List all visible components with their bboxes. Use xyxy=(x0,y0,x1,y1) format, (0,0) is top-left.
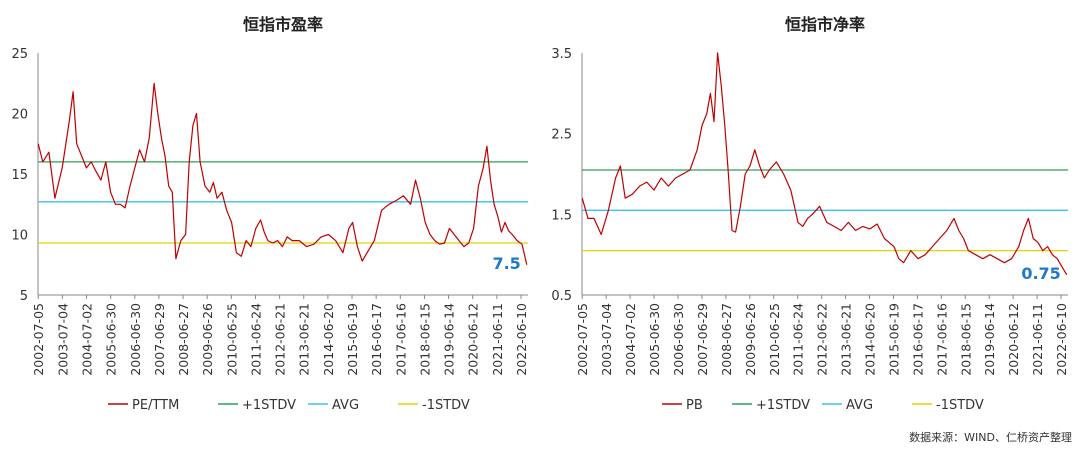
x-tick-label: 2002-07-05 xyxy=(31,303,46,376)
end-value-label: 0.75 xyxy=(1021,264,1060,283)
x-tick-label: 2005-06-30 xyxy=(647,303,662,376)
x-tick-label: 2015-06-19 xyxy=(345,303,360,376)
legend-label: AVG xyxy=(332,398,359,413)
x-tick-label: 2005-06-30 xyxy=(104,303,119,376)
x-tick-label: 2006-06-30 xyxy=(671,303,686,376)
y-tick-label: 25 xyxy=(11,47,28,62)
x-tick-label: 2020-06-12 xyxy=(466,303,481,376)
legend-label: PB xyxy=(686,398,703,413)
series-line-pettm xyxy=(37,82,528,265)
legend-label: -1STDV xyxy=(936,398,984,413)
chart-title: 恒指市净率 xyxy=(785,15,865,34)
x-tick-label: 2011-06-24 xyxy=(248,303,263,376)
x-tick-label: 2020-06-12 xyxy=(1006,303,1021,376)
x-tick-label: 2009-06-26 xyxy=(200,303,215,376)
x-tick-label: 2015-06-19 xyxy=(886,303,901,376)
x-tick-label: 2008-06-27 xyxy=(176,303,191,376)
x-tick-label: 2007-06-29 xyxy=(152,303,167,376)
x-tick-label: 2010-06-25 xyxy=(767,303,782,376)
x-tick-label: 2003-07-04 xyxy=(55,303,70,376)
x-tick-label: 2014-06-20 xyxy=(863,303,878,376)
x-tick-label: 2019-06-14 xyxy=(442,303,457,376)
y-tick-label: 20 xyxy=(11,108,28,123)
x-tick-label: 2018-06-15 xyxy=(958,303,973,376)
legend-label: PE/TTM xyxy=(132,398,179,413)
y-tick-label: 1.5 xyxy=(551,208,572,223)
x-tick-label: 2019-06-14 xyxy=(982,303,997,376)
x-tick-label: 2016-06-17 xyxy=(369,303,384,376)
legend-label: -1STDV xyxy=(422,398,470,413)
y-tick-label: 0.5 xyxy=(551,289,572,304)
x-tick-label: 2017-06-16 xyxy=(934,303,949,376)
y-tick-label: 15 xyxy=(11,168,28,183)
series-line-pb xyxy=(581,52,1068,276)
x-tick-label: 2006-06-30 xyxy=(128,303,143,376)
x-tick-label: 2007-06-29 xyxy=(695,303,710,376)
y-tick-label: 10 xyxy=(11,229,28,244)
pb-chart: 恒指市净率 0.5 1.5 2.5 3.5 2002-07-05 2003-07-04 200… xyxy=(551,15,1069,413)
chart-title: 恒指市盈率 xyxy=(243,15,323,34)
x-tick-label: 2016-06-17 xyxy=(910,303,925,376)
x-tick-label: 2004-07-02 xyxy=(80,303,95,376)
legend-label: +1STDV xyxy=(242,398,296,413)
x-tick-label: 2012-06-21 xyxy=(273,303,288,376)
y-tick-label: 5 xyxy=(20,289,28,304)
x-tick-label: 2004-07-02 xyxy=(623,303,638,376)
x-tick-label: 2014-06-20 xyxy=(321,303,336,376)
x-tick-label: 2013-06-21 xyxy=(297,303,312,376)
x-tick-label: 2022-06-10 xyxy=(1054,303,1069,376)
x-tick-label: 2008-06-27 xyxy=(719,303,734,376)
legend-label: +1STDV xyxy=(756,398,810,413)
end-value-label: 7.5 xyxy=(492,254,520,273)
x-tick-label: 2011-06-24 xyxy=(791,303,806,376)
x-tick-label: 2022-06-10 xyxy=(514,303,529,376)
source-note: 数据来源：WIND、仁桥资产整理 xyxy=(909,431,1072,444)
y-tick-label: 3.5 xyxy=(551,47,572,62)
x-tick-label: 2012-06-22 xyxy=(815,303,830,376)
y-tick-label: 2.5 xyxy=(551,128,572,143)
x-tick-label: 2003-07-04 xyxy=(599,303,614,376)
x-tick-label: 2021-06-11 xyxy=(1030,303,1045,376)
x-tick-label: 2002-07-05 xyxy=(575,303,590,376)
pe-chart: 恒指市盈率 5 10 15 20 25 2002-07-05 2003-07-04 2004-0… xyxy=(11,15,529,413)
x-tick-label: 2013-06-21 xyxy=(839,303,854,376)
x-tick-label: 2021-06-11 xyxy=(490,303,505,376)
legend-label: AVG xyxy=(846,398,873,413)
x-tick-label: 2018-06-15 xyxy=(417,303,432,376)
x-tick-label: 2010-06-25 xyxy=(224,303,239,376)
x-tick-label: 2009-06-26 xyxy=(743,303,758,376)
x-tick-label: 2017-06-16 xyxy=(393,303,408,376)
